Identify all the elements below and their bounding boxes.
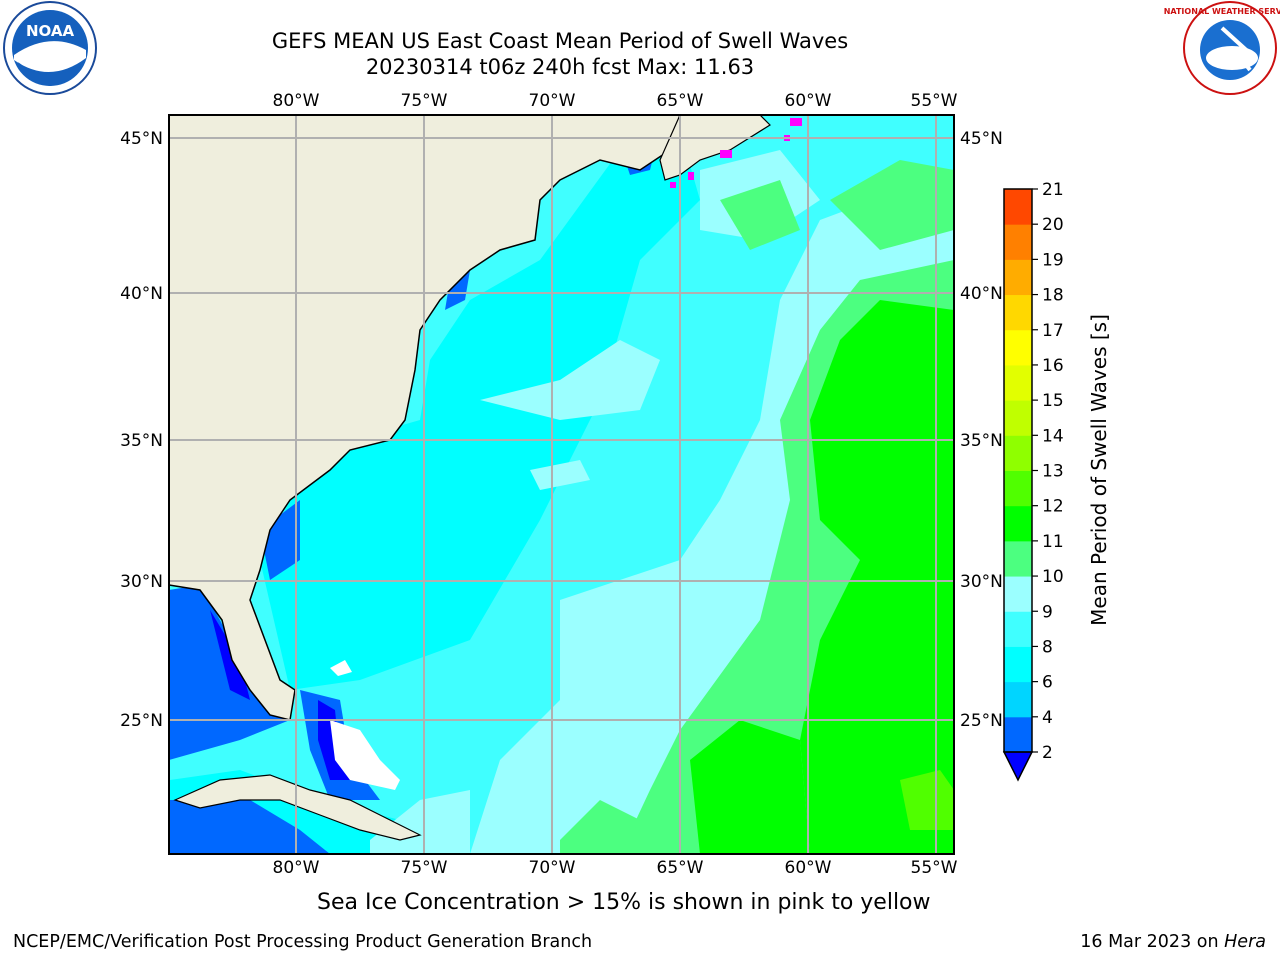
colorbar-segment xyxy=(1004,400,1032,436)
map-frame xyxy=(168,114,955,855)
swell-period-band-6 xyxy=(260,130,700,690)
lat-label-right: 35°N xyxy=(960,431,1003,451)
colorbar-under-triangle xyxy=(1002,751,1034,782)
lat-label-left: 25°N xyxy=(120,711,163,731)
chart-subtitle-forecast: 20230314 t06z 240h fcst Max: 11.63 xyxy=(365,55,755,79)
colorbar-segment xyxy=(1004,681,1032,718)
lon-label-bottom: 55°W xyxy=(911,858,958,878)
colorbar-segment xyxy=(1004,329,1032,366)
colorbar-tick-label: 10 xyxy=(1042,567,1064,587)
lat-label-left: 40°N xyxy=(120,284,163,304)
map-gridlines xyxy=(169,115,954,854)
colorbar-segment xyxy=(1004,540,1032,577)
lon-label-top: 75°W xyxy=(401,91,448,111)
colorbar-segment xyxy=(1004,224,1032,260)
lon-label-bottom: 65°W xyxy=(657,858,704,878)
lon-label-bottom: 70°W xyxy=(529,858,576,878)
colorbar-tick-label: 11 xyxy=(1042,532,1064,552)
colorbar-tick-label: 16 xyxy=(1042,356,1064,376)
noaa-logo: NOAA xyxy=(3,1,97,95)
colorbar-tick-label: 14 xyxy=(1042,426,1064,446)
colorbar-tick-label: 19 xyxy=(1042,250,1064,270)
nws-logo-text: NATIONAL WEATHER SERVICE xyxy=(1164,7,1280,16)
colorbar-tick-label: 15 xyxy=(1042,391,1064,411)
colorbar-tick-label: 9 xyxy=(1042,602,1053,622)
colorbar-segment xyxy=(1004,716,1032,753)
colorbar-segment xyxy=(1004,576,1032,612)
noaa-logo-text: NOAA xyxy=(26,22,75,40)
lat-label-right: 30°N xyxy=(960,572,1003,592)
lat-label-left: 35°N xyxy=(120,431,163,451)
colorbar-tick-label: 18 xyxy=(1042,286,1064,306)
footer-machine: Hera xyxy=(1224,932,1266,952)
lon-label-top: 65°W xyxy=(657,91,704,111)
lat-label-left: 30°N xyxy=(120,572,163,592)
lon-label-bottom: 80°W xyxy=(273,858,320,878)
colorbar-segment xyxy=(1004,505,1032,542)
lon-label-top: 55°W xyxy=(911,91,958,111)
colorbar-tick-label: 13 xyxy=(1042,462,1064,482)
lat-label-left: 45°N xyxy=(120,129,163,149)
map-area xyxy=(169,115,954,854)
colorbar-segment xyxy=(1004,435,1032,471)
colorbar-tick-label: 21 xyxy=(1042,180,1064,200)
footer-date: 16 Mar 2023 on Hera xyxy=(1080,932,1266,952)
colorbar-tick-label: 12 xyxy=(1042,497,1064,517)
lat-label-right: 45°N xyxy=(960,129,1003,149)
lon-label-top: 80°W xyxy=(273,91,320,111)
colorbar-tick-label: 4 xyxy=(1042,708,1053,728)
colorbar-segment xyxy=(1004,189,1032,225)
colorbar: 2 4 6 8 9 10 11 12 13 14 15 16 17 18 19 20 21 xyxy=(1002,180,1064,782)
colorbar-tick-label: 20 xyxy=(1042,215,1064,235)
footer-branch: NCEP/EMC/Verification Post Processing Pr… xyxy=(13,932,593,952)
colorbar-label: Mean Period of Swell Waves [s] xyxy=(1087,314,1111,626)
colorbar-segment xyxy=(1004,294,1032,331)
sea-ice-note: Sea Ice Concentration > 15% is shown in … xyxy=(317,890,931,915)
lat-label-right: 40°N xyxy=(960,284,1003,304)
colorbar-tick-label: 2 xyxy=(1042,743,1053,763)
colorbar-segment xyxy=(1004,646,1032,683)
colorbar-segment xyxy=(1004,364,1032,401)
lon-label-top: 70°W xyxy=(529,91,576,111)
chart-title: GEFS MEAN US East Coast Mean Period of S… xyxy=(271,29,849,53)
colorbar-segment xyxy=(1004,470,1032,507)
colorbar-tick-label: 8 xyxy=(1042,637,1053,657)
colorbar-segment xyxy=(1004,611,1032,647)
nws-logo: NATIONAL WEATHER SERVICE xyxy=(1164,1,1280,95)
swell-period-band-11 xyxy=(800,300,954,854)
cuba-land xyxy=(173,774,422,841)
lat-label-right: 25°N xyxy=(960,711,1003,731)
colorbar-segment xyxy=(1004,259,1032,296)
footer-date-text: 16 Mar 2023 on xyxy=(1080,932,1219,952)
lon-label-bottom: 75°W xyxy=(401,858,448,878)
lon-label-bottom: 60°W xyxy=(785,858,832,878)
lon-label-top: 60°W xyxy=(785,91,832,111)
colorbar-tick-label: 17 xyxy=(1042,321,1064,341)
colorbar-tick-label: 6 xyxy=(1042,673,1053,693)
